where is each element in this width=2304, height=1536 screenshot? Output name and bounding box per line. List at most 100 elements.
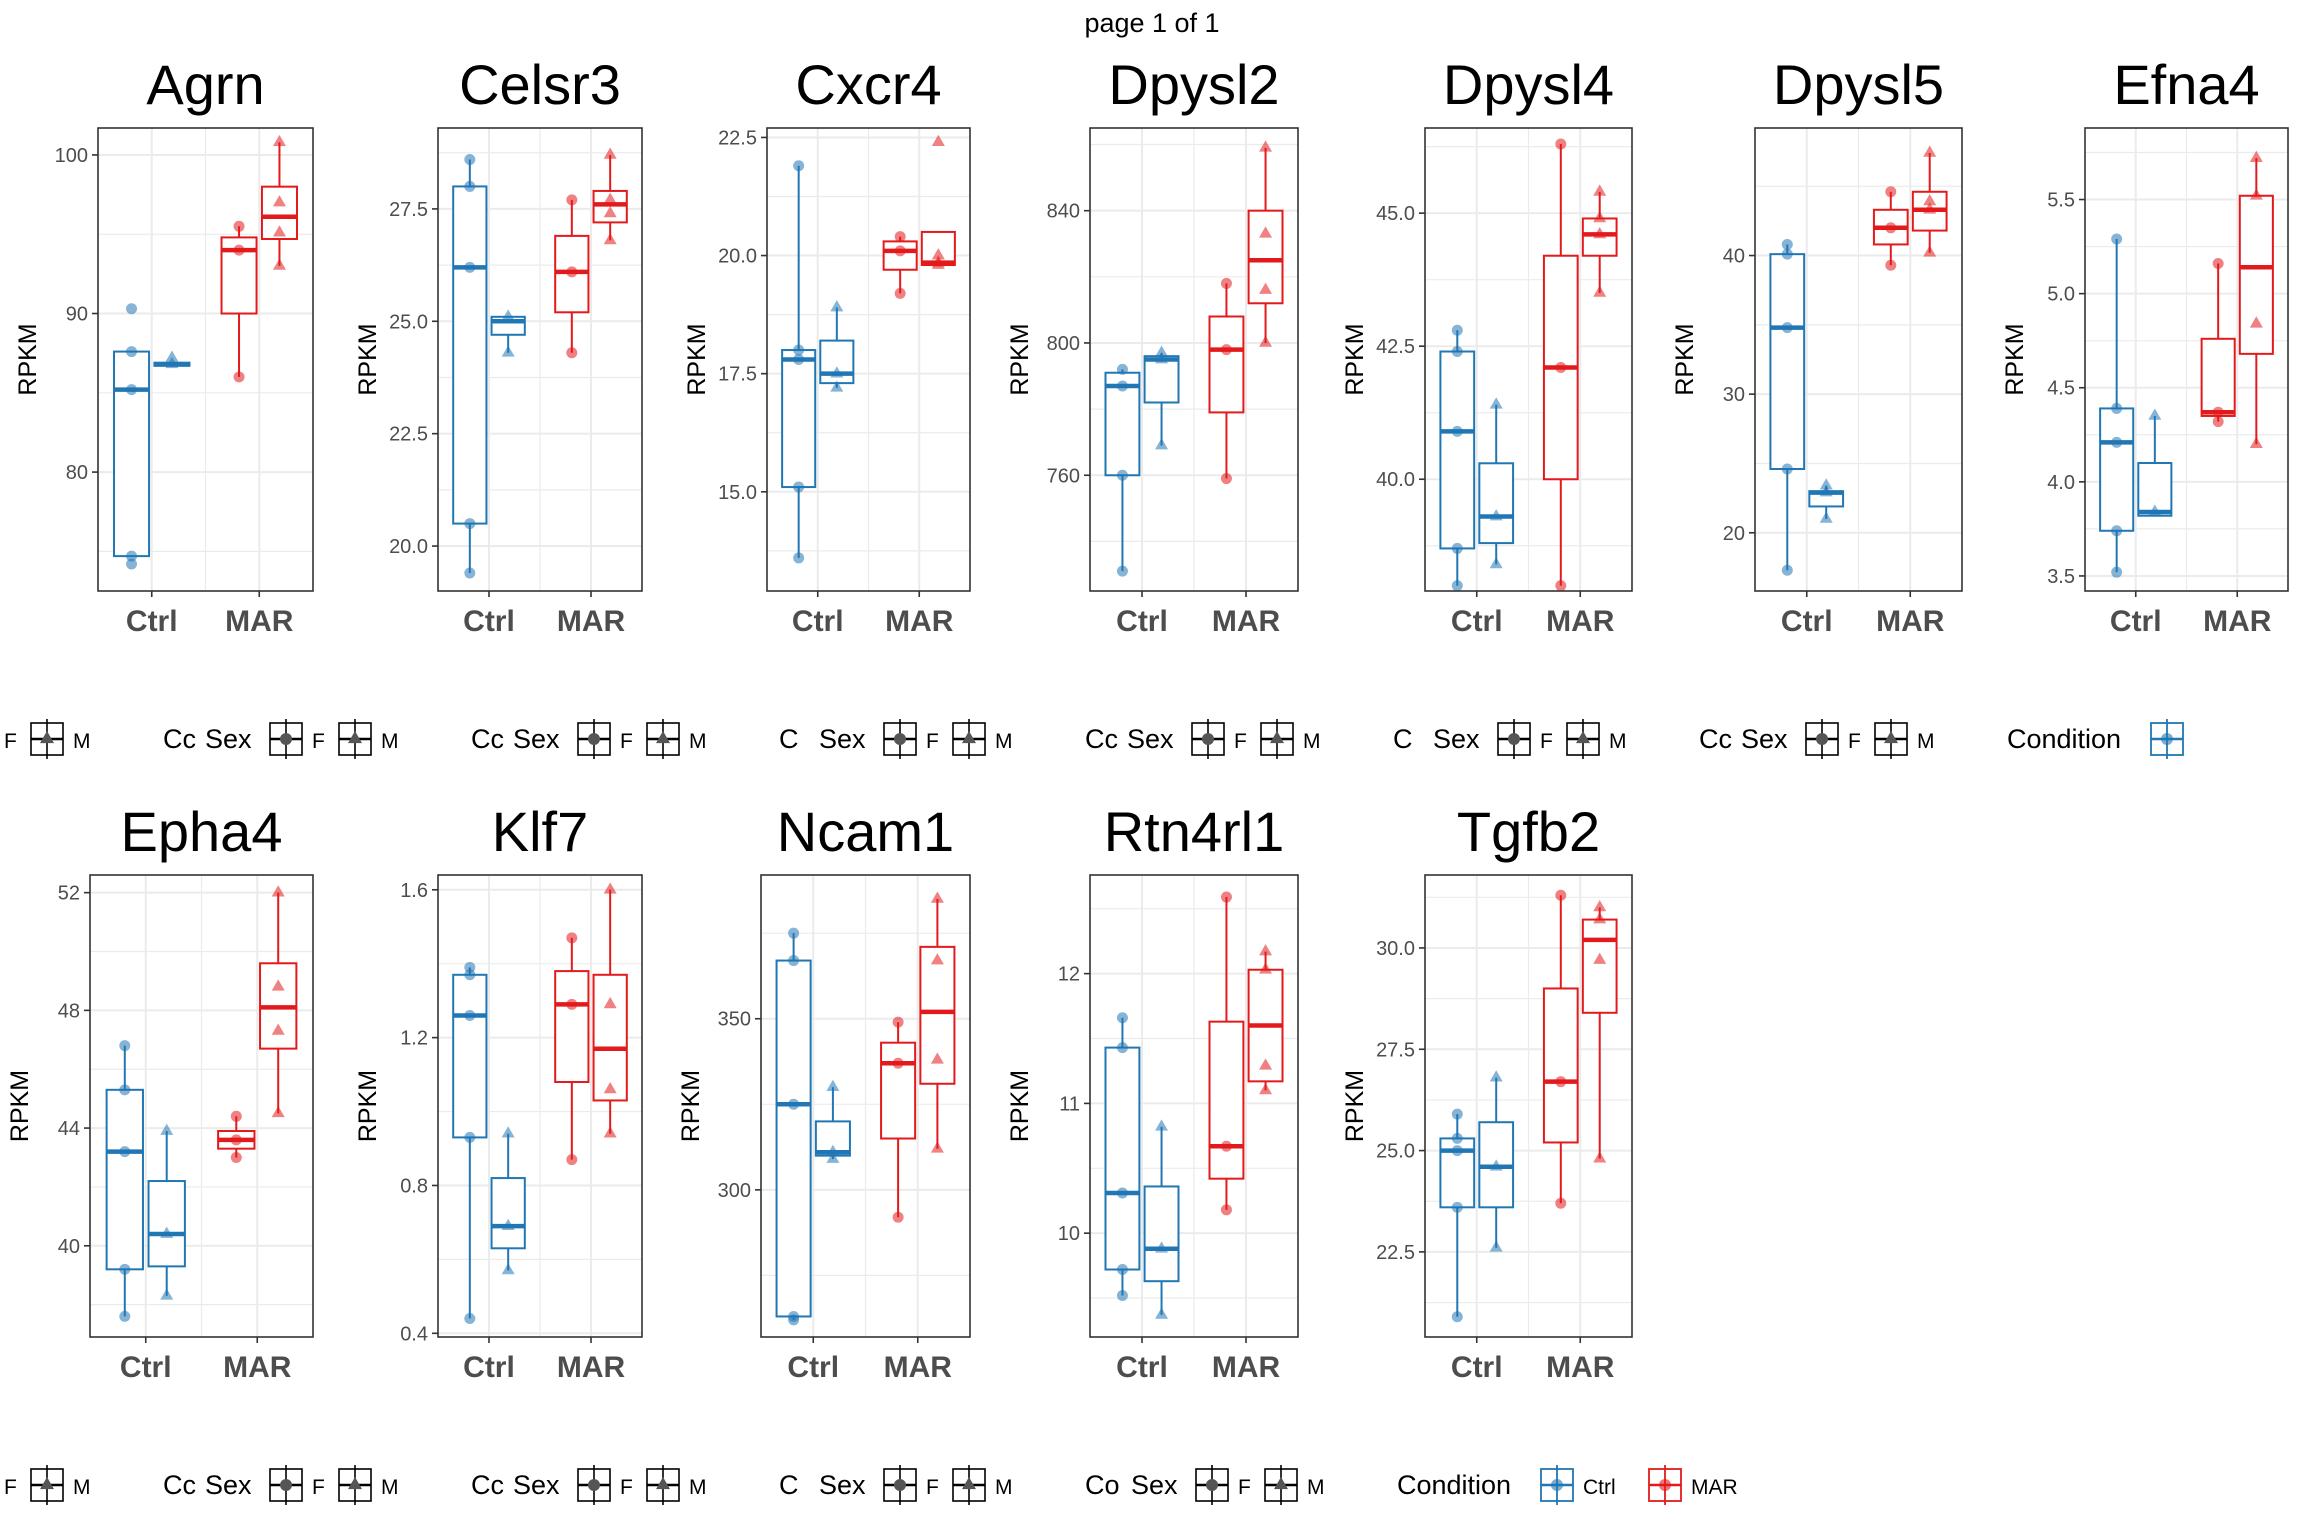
data-point-f (464, 180, 476, 192)
data-point-m (603, 232, 617, 245)
data-point-m (271, 1023, 285, 1035)
data-point-m (1819, 478, 1833, 490)
panel-dpysl4: 40.0 42.5 45.0 Ctrl MAR RPKM Dpysl4 (1341, 53, 1633, 638)
data-point-f (1451, 1311, 1463, 1323)
data-point-m (1489, 397, 1503, 409)
box-body (1542, 987, 1579, 1144)
panel-border (1089, 874, 1299, 1338)
data-point-m (1259, 282, 1273, 294)
data-point-m (1593, 899, 1607, 912)
box-mar-m (1247, 147, 1284, 343)
panel-title: Epha4 (121, 800, 283, 863)
legend-key-tri (1264, 1465, 1298, 1505)
data-point-f (1451, 1145, 1463, 1157)
box-body (781, 349, 817, 489)
legend-key-dot (577, 719, 611, 759)
box-body (1143, 1185, 1180, 1283)
legend-label: M (1307, 1476, 1325, 1499)
box-ctrl-m (147, 1131, 186, 1296)
data-point-f (892, 1057, 904, 1069)
data-point-m (501, 1218, 515, 1230)
data-point-f (1885, 259, 1897, 271)
panel-celsr3: 20.0 22.5 25.0 27.5 Ctrl MAR RPKM Celsr3 (354, 53, 643, 638)
box-mar-m (1581, 907, 1618, 1159)
data-point-f (2111, 233, 2123, 245)
box-ctrl-f (1104, 1017, 1141, 1296)
data-point-f (233, 244, 245, 256)
legend-label: M (73, 730, 91, 753)
panel-title: Tgfb2 (1457, 800, 1600, 863)
panel-rtn4rl1: 10 11 12 Ctrl MAR RPKM Rtn4rl1 (1006, 800, 1299, 1384)
legend-key-triangle (40, 1476, 54, 1490)
data-point-f (1555, 889, 1567, 901)
box-mar-f (1208, 897, 1245, 1210)
data-point-f (793, 552, 805, 564)
box-body (1439, 350, 1476, 550)
x-tick-label: Ctrl (463, 605, 515, 638)
data-point-m (1593, 912, 1607, 924)
legend-key-tri (30, 1465, 64, 1505)
data-point-f (1555, 580, 1567, 592)
legend-key-triangle (962, 730, 976, 744)
box-mar-f (1208, 283, 1245, 479)
x-tick-label: Ctrl (1451, 605, 1503, 638)
y-tick-label: 0.4 (400, 1323, 428, 1345)
data-point-f (788, 955, 800, 967)
data-point-f (1781, 463, 1793, 475)
data-point-f (2212, 416, 2224, 428)
legend-key-dot (1551, 1479, 1563, 1491)
legend-label: F (926, 1476, 939, 1499)
legend-label: Co (1085, 1470, 1120, 1500)
legend-label: Sex (205, 724, 252, 754)
y-axis-label: RPKM (683, 323, 711, 395)
box-ctrl-m (1143, 352, 1180, 446)
y-tick-label: 350 (718, 1009, 751, 1031)
data-point-f (566, 1154, 578, 1166)
data-point-f (1451, 346, 1463, 358)
y-tick-label: 22.5 (389, 424, 428, 446)
data-point-f (788, 1314, 800, 1326)
data-point-m (930, 891, 944, 903)
data-point-f (233, 371, 245, 383)
legend-key-triangle (656, 1476, 670, 1490)
data-point-f (1220, 1140, 1232, 1152)
data-point-m (1489, 509, 1503, 521)
data-point-m (271, 979, 285, 991)
legend-label: F (1234, 730, 1247, 753)
data-point-m (165, 356, 179, 369)
data-point-f (119, 1084, 131, 1096)
data-point-m (930, 1141, 944, 1153)
legend-label: M (689, 730, 707, 753)
data-point-f (1781, 238, 1793, 250)
y-tick-label: 300 (718, 1180, 751, 1202)
y-tick-label: 90 (66, 304, 88, 326)
data-point-m (1593, 211, 1607, 223)
panel-border (1754, 127, 1963, 592)
data-point-f (1116, 380, 1128, 392)
data-point-f (1116, 1012, 1128, 1024)
panel-epha4: 40 44 48 52 Ctrl MAR RPKM Epha4 (6, 800, 314, 1384)
x-tick-label: MAR (1212, 605, 1281, 638)
data-point-m (271, 1105, 285, 1118)
legend-label: Sex (819, 724, 866, 754)
legend-key-tri (646, 719, 680, 759)
legend-key-dot (1195, 1465, 1229, 1505)
legend-key-dot (280, 733, 292, 745)
legend-key-triangle (1576, 730, 1590, 744)
data-point-m (1259, 1058, 1273, 1070)
legend-key-triangle (1270, 730, 1284, 744)
data-point-f (793, 481, 805, 493)
y-tick-label: 5.0 (2047, 284, 2075, 306)
data-point-m (1259, 226, 1273, 238)
panel-title: Dpysl4 (1443, 53, 1614, 116)
data-point-f (566, 998, 578, 1010)
data-point-m (930, 1052, 944, 1064)
legend-key-dot (1191, 719, 1225, 759)
y-axis-label: RPKM (1006, 1070, 1034, 1142)
data-point-m (272, 225, 286, 237)
data-point-f (2111, 436, 2123, 448)
legend-label: Sex (513, 1470, 560, 1500)
legend-label: M (995, 1476, 1013, 1499)
legend-label: M (1303, 730, 1321, 753)
data-point-f (126, 346, 138, 358)
